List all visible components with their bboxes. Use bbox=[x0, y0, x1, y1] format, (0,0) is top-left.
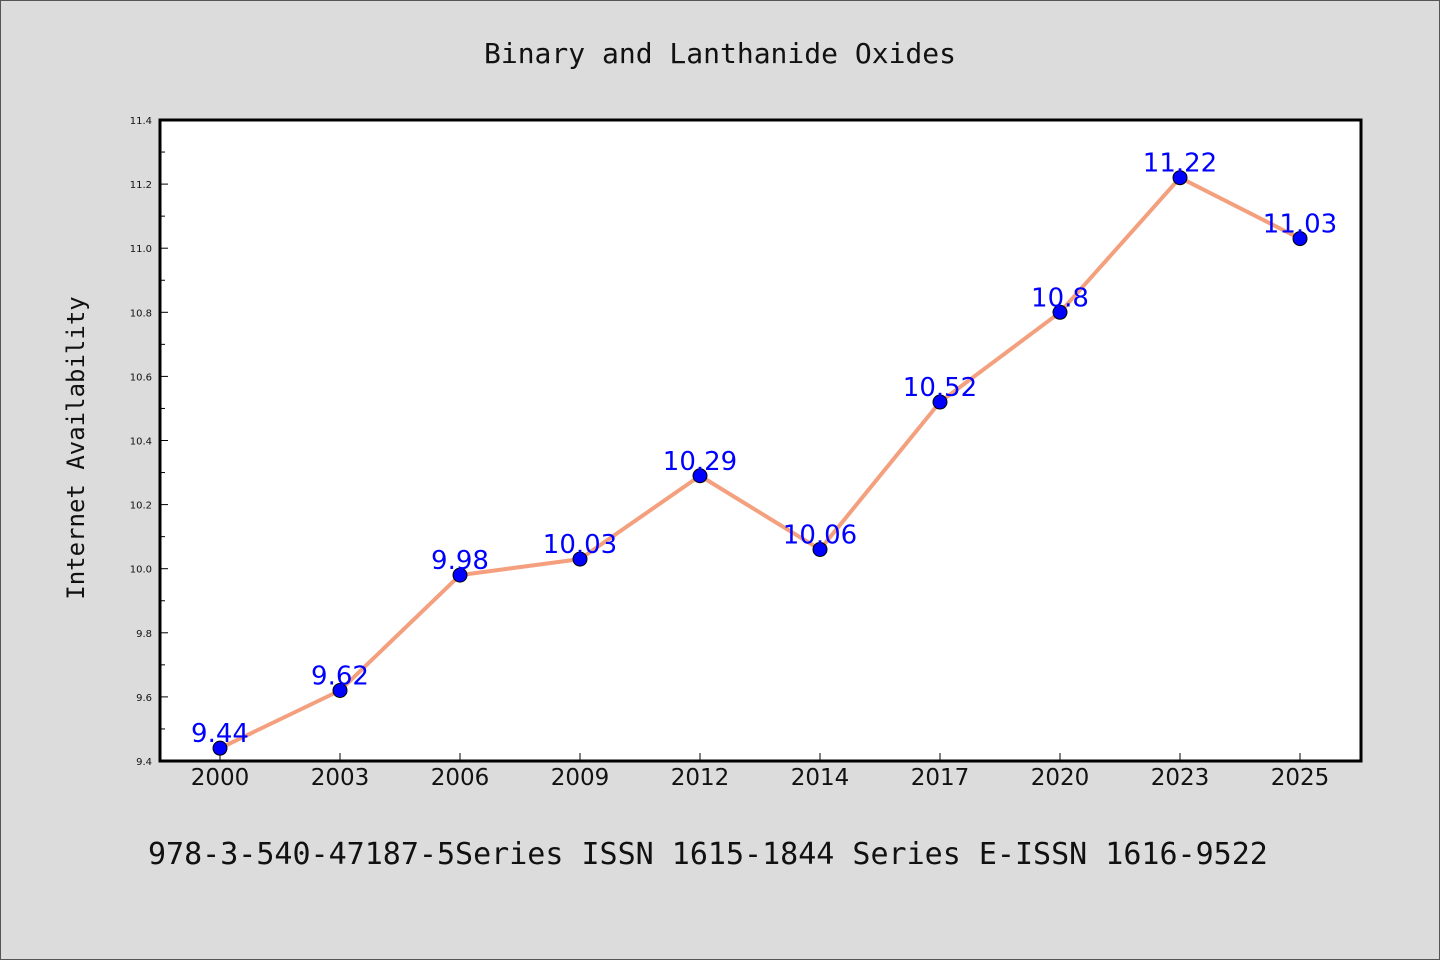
y-tick-label: 10.4 bbox=[130, 437, 152, 448]
data-label: 10.03 bbox=[543, 530, 617, 560]
x-tick-label: 2017 bbox=[911, 765, 970, 791]
y-tick-label: 9.6 bbox=[136, 693, 152, 704]
data-point bbox=[1172, 170, 1188, 186]
data-point bbox=[212, 740, 228, 756]
x-tick-label: 2012 bbox=[671, 765, 730, 791]
data-point bbox=[932, 394, 948, 410]
data-point bbox=[572, 551, 588, 567]
y-tick-label: 10.8 bbox=[130, 308, 152, 319]
y-tick-label: 9.4 bbox=[136, 757, 152, 768]
x-tick-label: 2000 bbox=[191, 765, 250, 791]
x-tick-label: 2006 bbox=[431, 765, 490, 791]
series-line bbox=[219, 175, 1301, 750]
data-label: 10.52 bbox=[903, 373, 977, 403]
data-label: 10.8 bbox=[1031, 283, 1089, 313]
x-tick-label: 2014 bbox=[791, 765, 850, 791]
data-point bbox=[1292, 231, 1308, 247]
x-tick-label: 2020 bbox=[1031, 765, 1090, 791]
series-layer: 9.44 9.62 9.98 10.03 10.29 10.06 10.52 10.8 11.2… bbox=[191, 149, 1337, 756]
y-tick-label: 11.2 bbox=[130, 180, 152, 191]
y-axis: 9.4 9.6 9.8 10.0 10.2 10.4 10.6 10.8 11.0 11.2 11.… bbox=[130, 116, 168, 768]
data-label: 11.22 bbox=[1143, 149, 1217, 179]
data-label: 10.06 bbox=[783, 520, 857, 550]
x-tick-label: 2009 bbox=[551, 765, 610, 791]
chart-title: Binary and Lanthanide Oxides bbox=[484, 37, 956, 70]
data-label: 9.62 bbox=[311, 661, 369, 691]
x-tick-label: 2003 bbox=[311, 765, 370, 791]
y-axis-label: Internet Availability bbox=[62, 296, 90, 599]
data-label: 10.29 bbox=[663, 447, 737, 477]
data-point bbox=[1052, 304, 1068, 320]
y-tick-label: 11.4 bbox=[130, 116, 152, 127]
data-label: 9.98 bbox=[431, 546, 489, 576]
data-label: 9.44 bbox=[191, 719, 249, 749]
x-tick-label: 2025 bbox=[1271, 765, 1330, 791]
plot-area bbox=[158, 118, 1363, 763]
x-tick-label: 2023 bbox=[1151, 765, 1210, 791]
footer-isbn-issn: 978-3-540-47187-5Series ISSN 1615-1844 S… bbox=[148, 837, 1268, 872]
data-point bbox=[692, 468, 708, 484]
y-tick-label: 9.8 bbox=[136, 629, 152, 640]
y-tick-label: 10.2 bbox=[130, 501, 152, 512]
y-tick-label: 10.6 bbox=[130, 372, 152, 383]
y-tick-label: 11.0 bbox=[130, 244, 152, 255]
data-point bbox=[452, 567, 468, 583]
data-label: 11.03 bbox=[1263, 210, 1337, 240]
data-point bbox=[812, 541, 828, 557]
y-tick-label: 10.0 bbox=[130, 565, 152, 576]
x-axis: 2000 2003 2006 2009 2012 2014 2017 2020 2023 2025 bbox=[191, 753, 1330, 791]
data-point bbox=[332, 682, 348, 698]
